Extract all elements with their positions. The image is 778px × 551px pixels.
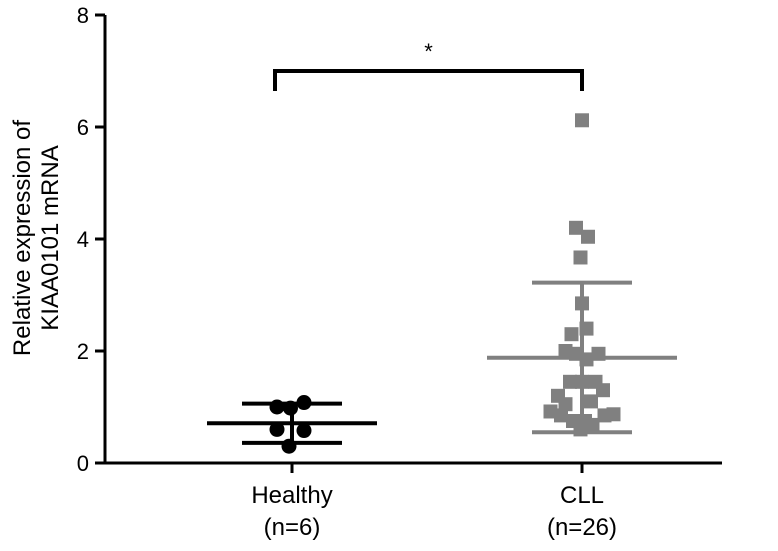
healthy-point-4 — [296, 423, 312, 439]
data-marks — [207, 113, 677, 454]
y-tick-label-1: 2 — [77, 339, 89, 364]
cll-point-0 — [575, 113, 589, 128]
healthy-point-3 — [269, 421, 285, 437]
y-axis-label-line1: Relative expression of — [9, 120, 36, 356]
cll-point-15 — [596, 383, 610, 398]
cll-point-21 — [606, 407, 621, 422]
significance-bracket: * — [273, 39, 584, 91]
x-category-n-1: (n=26) — [547, 514, 617, 541]
y-tick-label-4: 8 — [77, 3, 89, 28]
cll-point-3 — [573, 250, 588, 265]
cll-point-16 — [558, 397, 573, 412]
y-tick-label-3: 6 — [77, 115, 89, 140]
cll-point-1 — [569, 220, 583, 235]
x-category-label-0: Healthy — [251, 482, 332, 509]
significance-label: * — [424, 39, 433, 64]
cll-point-5 — [564, 327, 579, 342]
cll-point-25 — [585, 417, 600, 432]
y-tick-label-2: 4 — [77, 227, 89, 252]
y-tick-label-0: 0 — [77, 451, 89, 476]
y-axis-label-line2: KIAA0101 mRNA — [37, 145, 64, 330]
x-category-label-1: CLL — [560, 482, 604, 509]
x-category-n-0: (n=6) — [264, 514, 321, 541]
axes: 0 2 4 6 8 Healthy (n=6) CLL (n=26) — [77, 3, 722, 541]
cll-point-17 — [584, 394, 598, 409]
significance-bracket-line — [273, 69, 584, 91]
y-axis-label: Relative expression of KIAA0101 mRNA — [9, 120, 64, 356]
cll-point-11 — [563, 374, 577, 389]
cll-point-2 — [581, 229, 595, 244]
cll-point-19 — [554, 408, 568, 423]
